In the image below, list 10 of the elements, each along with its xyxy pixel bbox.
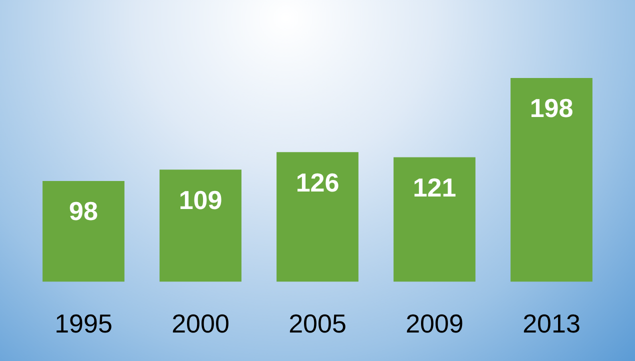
data-label: 98 — [69, 196, 98, 226]
data-label: 126 — [296, 167, 340, 198]
x-tick-label: 2005 — [288, 308, 346, 339]
data-label: 121 — [412, 172, 456, 202]
x-tick-label: 2000 — [172, 308, 230, 339]
x-tick-label: 2013 — [522, 308, 580, 339]
x-tick-label: 1995 — [54, 308, 112, 339]
x-tick-label: 2009 — [406, 308, 464, 339]
data-label: 198 — [530, 93, 574, 124]
data-label: 109 — [178, 184, 222, 215]
